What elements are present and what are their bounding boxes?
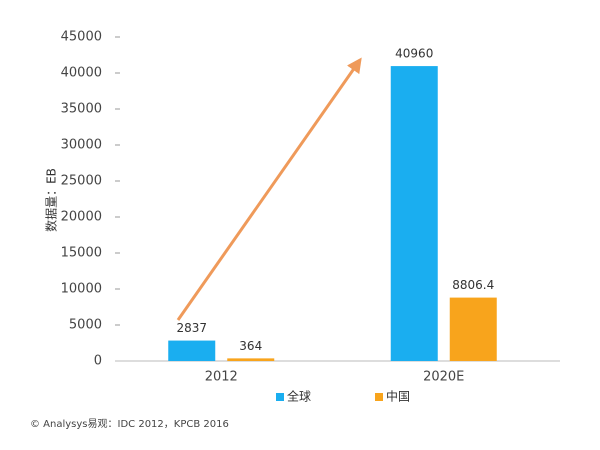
y-tick-label: 30000 xyxy=(61,138,102,153)
value-label: 2837 xyxy=(176,321,207,335)
value-label: 40960 xyxy=(395,47,433,61)
y-tick-label: 15000 xyxy=(61,246,102,261)
value-label: 8806.4 xyxy=(452,278,494,292)
y-tick-label: 0 xyxy=(94,354,102,369)
trend-arrow xyxy=(176,57,362,321)
y-tick-label: 10000 xyxy=(61,282,102,297)
value-label: 364 xyxy=(239,339,262,353)
y-axis-label: 数据量：EB xyxy=(44,168,59,232)
y-tick-label: 45000 xyxy=(61,30,102,45)
x-tick-label: 2012 xyxy=(205,370,238,385)
y-tick-label: 25000 xyxy=(61,174,102,189)
bar xyxy=(227,358,275,361)
y-tick-label: 40000 xyxy=(61,66,102,81)
y-tick-label: 20000 xyxy=(61,210,102,225)
bar xyxy=(168,340,216,361)
legend-label: 中国 xyxy=(386,389,410,404)
source: © Analysys易观：IDC 2012，KPCB 2016 xyxy=(30,418,229,430)
x-tick-label: 2020E xyxy=(423,370,464,385)
y-tick-label: 35000 xyxy=(61,102,102,117)
y-tick-label: 5000 xyxy=(69,318,102,333)
bar xyxy=(449,297,497,361)
legend-swatch xyxy=(276,393,284,401)
bar xyxy=(390,66,438,361)
legend-swatch xyxy=(375,393,383,401)
legend-label: 全球 xyxy=(287,389,311,404)
